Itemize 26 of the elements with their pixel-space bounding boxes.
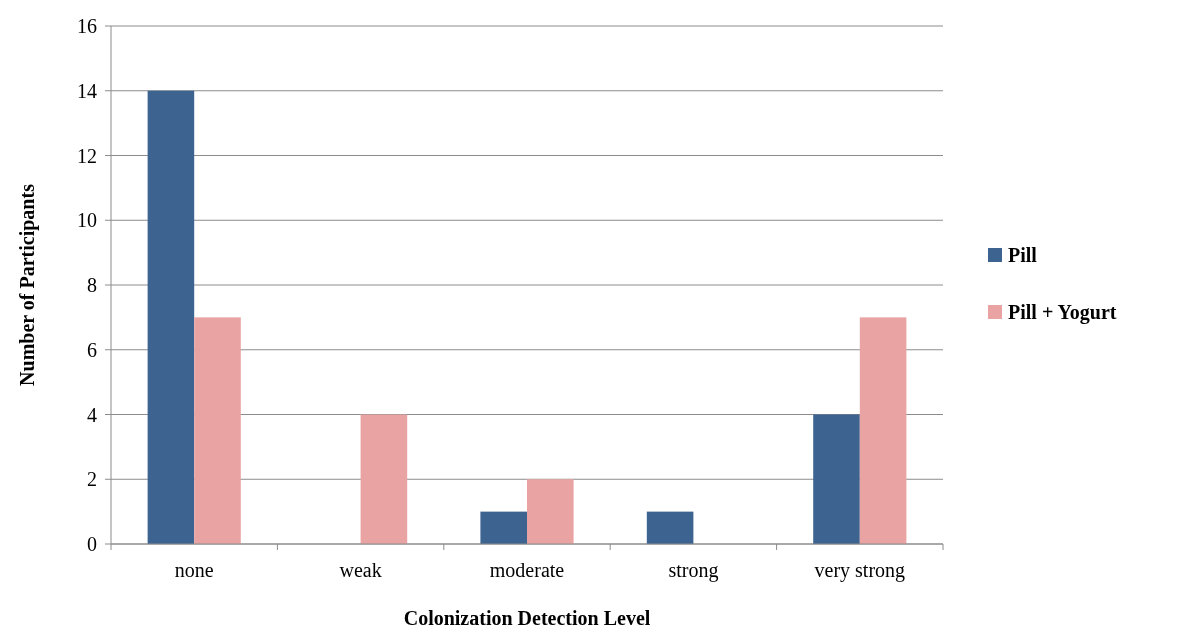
x-tick-label: very strong <box>814 559 906 582</box>
x-axis-title: Colonization Detection Level <box>403 607 651 629</box>
legend-label: Pill + Yogurt <box>1008 301 1117 324</box>
x-tick-label: weak <box>339 559 382 581</box>
y-tick-label: 2 <box>87 468 97 491</box>
bar <box>646 511 694 544</box>
y-tick-label: 12 <box>77 144 97 167</box>
y-tick-label: 10 <box>77 209 97 232</box>
bar <box>813 414 860 544</box>
y-tick-label: 16 <box>77 15 97 37</box>
y-tick-label: 14 <box>77 79 97 102</box>
x-tick-label: strong <box>668 559 719 582</box>
y-tick-label: 8 <box>87 274 97 296</box>
bar <box>147 90 195 544</box>
bar <box>480 511 527 544</box>
x-tick-label: moderate <box>489 559 565 581</box>
bar <box>194 317 241 544</box>
legend-label: Pill <box>1008 244 1038 266</box>
y-tick-label: 6 <box>87 338 97 361</box>
y-tick-label: 0 <box>87 533 97 555</box>
bar <box>527 479 574 544</box>
bar <box>360 414 408 544</box>
bar <box>859 317 907 544</box>
x-tick-label: none <box>174 559 214 581</box>
y-axis-title: Number of Participants <box>16 183 39 386</box>
y-tick-label: 4 <box>87 403 97 426</box>
